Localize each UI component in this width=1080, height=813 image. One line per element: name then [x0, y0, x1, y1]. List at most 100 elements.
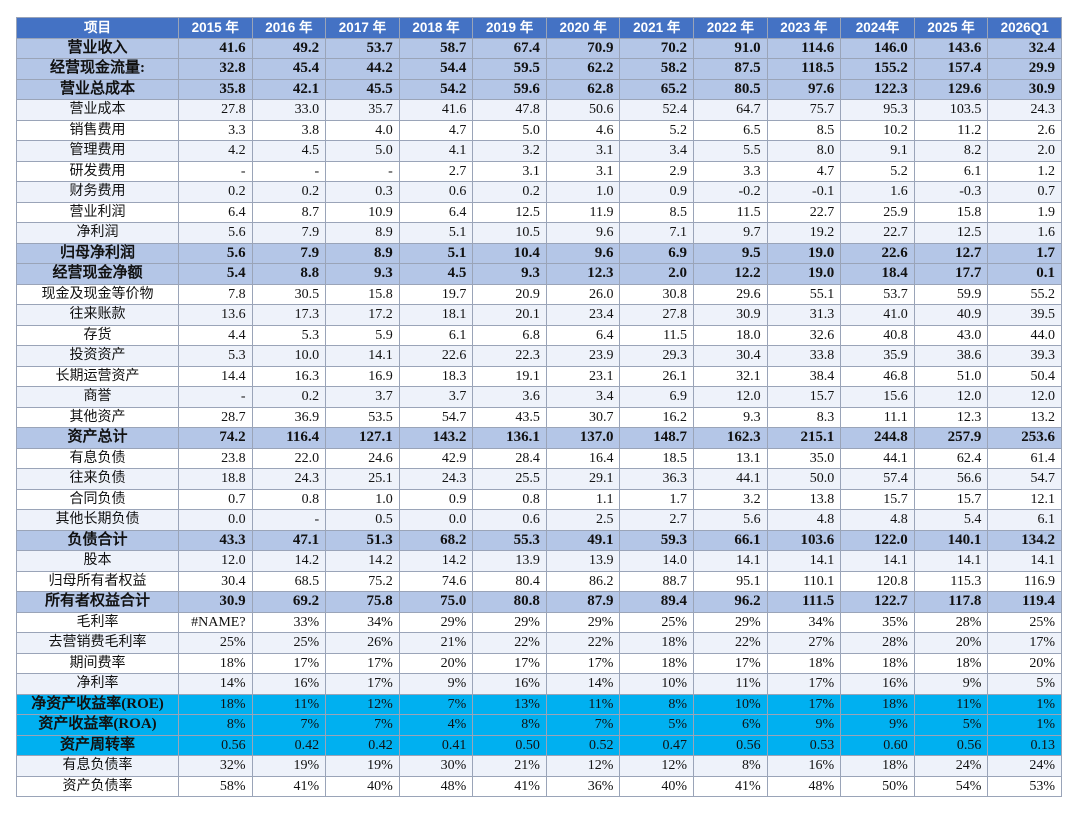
column-header: 2015 年 — [178, 17, 253, 39]
cell: 5.0 — [472, 119, 547, 141]
cell: 11.5 — [693, 201, 768, 223]
cell: 24.3 — [987, 99, 1062, 121]
table-row: 有息负债率 32% 19% 19% 30% 21% 12% 12% 8% 16% 18% 24% 24% — [16, 755, 1062, 777]
cell: 22% — [693, 632, 768, 654]
cell: 26.0 — [545, 283, 621, 305]
cell: 4.8 — [840, 509, 915, 531]
cell: 12% — [545, 755, 621, 777]
cell: 4.5 — [398, 263, 474, 285]
cell: 47.8 — [472, 99, 547, 121]
cell: 19.0 — [766, 242, 842, 264]
cell: 29% — [398, 611, 474, 633]
column-header: 2022 年 — [693, 17, 768, 39]
cell: 0.7 — [987, 181, 1062, 203]
cell: 7.9 — [251, 222, 327, 244]
column-header: 2026Q1 — [987, 17, 1062, 39]
cell: 54.7 — [398, 406, 474, 428]
cell: 14.1 — [766, 550, 842, 572]
column-header: 2023 年 — [766, 17, 842, 39]
cell: 54% — [913, 775, 989, 797]
cell: 3.7 — [398, 386, 474, 408]
cell: 4.1 — [398, 140, 474, 162]
cell: 12.1 — [987, 488, 1062, 510]
cell: 3.3 — [178, 119, 253, 141]
cell: 11% — [545, 693, 621, 715]
cell: 21% — [472, 755, 547, 777]
cell: 12.2 — [693, 263, 768, 285]
cell: 41.6 — [398, 99, 474, 121]
cell: 14.1 — [325, 345, 400, 367]
cell: 122.3 — [840, 78, 915, 100]
cell: 40.9 — [913, 304, 989, 326]
cell: 17% — [766, 693, 842, 715]
row-label: 营业总成本 — [16, 78, 179, 100]
cell: 13.9 — [472, 550, 547, 572]
cell: 5.1 — [398, 222, 474, 244]
table-row: 存货 4.4 5.3 5.9 6.1 6.8 6.4 11.5 18.0 32.6 40.8 43.0… — [16, 324, 1062, 346]
cell: 14.1 — [693, 550, 768, 572]
cell: 10.2 — [840, 119, 915, 141]
cell: 0.2 — [472, 181, 547, 203]
cell: 9.7 — [693, 222, 768, 244]
cell: 5.1 — [398, 242, 474, 264]
cell: 5.2 — [619, 119, 695, 141]
table-row: 营业收入 41.6 49.2 53.7 58.7 67.4 70.9 70.2 91.0 114.… — [16, 37, 1062, 59]
cell: 13.2 — [987, 406, 1062, 428]
row-label: 其他长期负债 — [16, 509, 179, 531]
cell: 244.8 — [840, 427, 915, 449]
cell: 3.8 — [251, 119, 327, 141]
cell: 17.3 — [251, 304, 327, 326]
cell: 75.7 — [766, 99, 842, 121]
cell: 5% — [619, 714, 695, 736]
cell: 25% — [619, 611, 695, 633]
cell: 24.6 — [325, 447, 400, 469]
cell: 86.2 — [545, 570, 621, 592]
cell: 8.5 — [619, 201, 695, 223]
cell: 6.1 — [913, 160, 989, 182]
row-label: 销售费用 — [16, 119, 179, 141]
cell: 119.4 — [987, 591, 1062, 613]
cell: 43.3 — [178, 529, 253, 551]
table-row: 净资产收益率(ROE) 18% 11% 12% 7% 13% 11% 8% 10% 17% 18% 1… — [16, 693, 1062, 715]
cell: 4.4 — [178, 324, 253, 346]
cell: 14.2 — [251, 550, 327, 572]
cell: 65.2 — [619, 78, 695, 100]
cell: 17% — [987, 632, 1062, 654]
column-header: 2017 年 — [325, 17, 400, 39]
cell: 35.9 — [840, 345, 915, 367]
table-row: 商誉 -0.2 3.7 3.7 3.6 3.4 6.9 12.0 15.7 15.6 12.0 12.… — [16, 386, 1062, 408]
row-label: 净利润 — [16, 222, 179, 244]
cell: 0.2 — [251, 181, 327, 203]
cell: 41% — [693, 775, 768, 797]
cell: 18.8 — [178, 468, 253, 490]
cell: 110.1 — [766, 570, 842, 592]
cell: 31.3 — [766, 304, 842, 326]
cell: 25.5 — [472, 468, 547, 490]
cell: 14.2 — [398, 550, 474, 572]
cell: 129.6 — [913, 78, 989, 100]
cell: 5.3 — [178, 345, 253, 367]
cell: 15.8 — [913, 201, 989, 223]
cell: 0.8 — [251, 488, 327, 510]
cell: 0.3 — [325, 181, 400, 203]
cell: 16% — [766, 755, 842, 777]
cell: 4.7 — [766, 160, 842, 182]
cell: 27.8 — [619, 304, 695, 326]
cell: 1% — [987, 693, 1062, 715]
cell: 14% — [545, 673, 621, 695]
cell: 5.2 — [840, 160, 915, 182]
cell: 30.7 — [545, 406, 621, 428]
row-label: 管理费用 — [16, 140, 179, 162]
cell: 8.0 — [766, 140, 842, 162]
cell: 3.4 — [619, 140, 695, 162]
cell: 0.5 — [325, 509, 400, 531]
table-row: 营业总成本 35.8 42.1 45.5 54.2 59.6 62.8 65.2 80.5 97.… — [16, 78, 1062, 100]
header-row: 项目 2015 年 2016 年 2017 年 2018 年 2019 年 2020 年 20… — [16, 17, 1062, 39]
row-label: 资产收益率(ROA) — [16, 714, 179, 736]
cell: 155.2 — [840, 58, 915, 80]
cell: 20% — [398, 652, 474, 674]
row-label: 归母净利润 — [16, 242, 179, 264]
cell: 19.1 — [472, 365, 547, 387]
cell: 27.8 — [178, 99, 253, 121]
cell: 5% — [987, 673, 1062, 695]
